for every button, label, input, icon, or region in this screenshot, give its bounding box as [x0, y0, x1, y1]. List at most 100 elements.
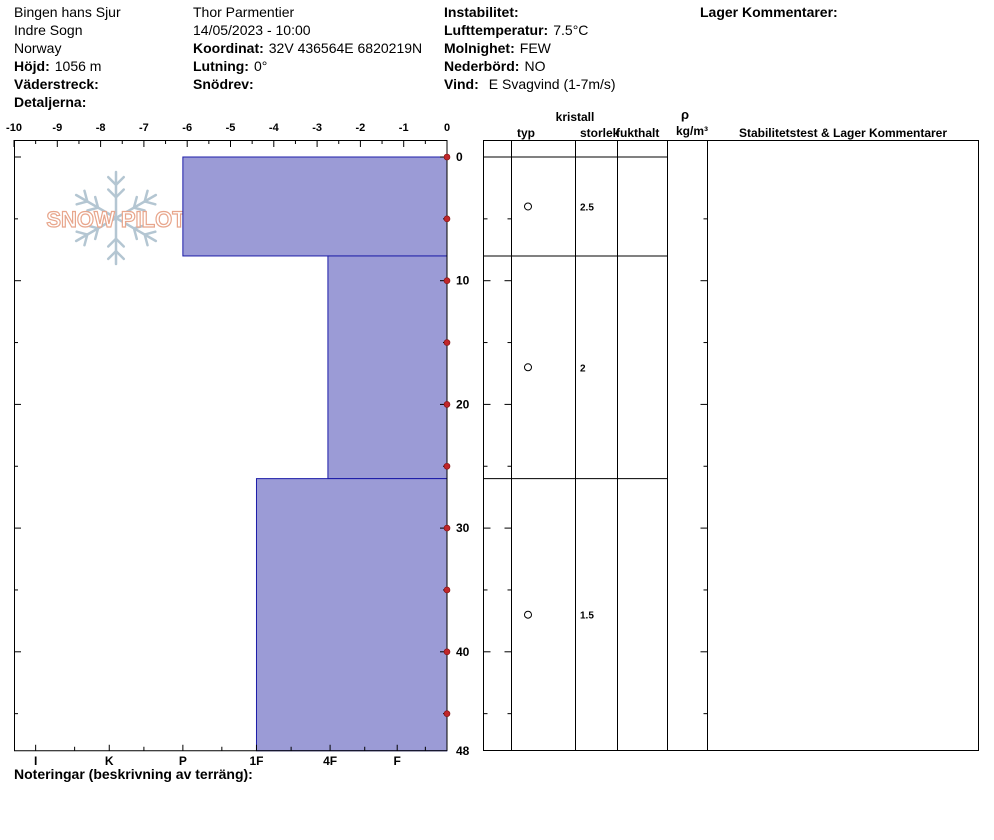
weather-info: Instabilitet: Lufttemperatur: 7.5°C Molni…	[444, 3, 616, 93]
snowflake-branch	[93, 195, 100, 209]
observer-info: Thor Parmentier 14/05/2023 - 10:00 Koord…	[193, 3, 422, 93]
snowflake-branch	[75, 200, 89, 206]
hardness-label: K	[105, 754, 114, 768]
region-name: Indre Sogn	[14, 22, 83, 38]
temperature-point	[443, 401, 451, 408]
airtemp-row: Lufttemperatur: 7.5°C	[444, 21, 616, 39]
coordinate-row: Koordinat: 32V 436564E 6820219N	[193, 39, 422, 57]
temperature-point	[443, 277, 451, 285]
temperature-point	[443, 524, 451, 532]
moisture-header: fukthalt	[616, 126, 659, 140]
temperature-tick-label: -1	[399, 122, 409, 134]
type-header: typ	[517, 126, 535, 140]
wind-row: Vind: E Svagvind (1-7m/s)	[444, 75, 616, 93]
snowflake-arm	[74, 193, 118, 220]
layer-table: kristall typ storlek fukthalt ρ kg/m³ St…	[483, 107, 979, 751]
snowflake-branch	[106, 175, 118, 187]
temperature-point	[443, 339, 451, 346]
rho-header: ρ	[681, 107, 689, 122]
grain-size-value: 1.5	[580, 611, 594, 622]
aspect-row: Väderstreck:	[14, 75, 121, 93]
snowflake-branch	[86, 224, 100, 230]
crystal-header: kristall	[556, 110, 595, 124]
snowflake-branch	[114, 249, 126, 261]
layer-comments-header: Lager Kommentarer:	[700, 3, 838, 21]
temperature-axis: -10 -9 -8 -7 -6 -5 -4 -3 -2 -1 0	[6, 122, 450, 147]
hardness-label: I	[34, 754, 37, 768]
temperature-tick-label: -8	[96, 122, 106, 134]
instability-row: Instabilitet:	[444, 3, 616, 21]
sky-row: Molnighet: FEW	[444, 39, 616, 57]
snowflake-arm	[114, 216, 158, 243]
hardness-bars	[182, 156, 448, 752]
elevation-value: 1056 m	[54, 58, 102, 74]
coordinate-value: 32V 436564E 6820219N	[268, 40, 423, 56]
slope-label: Lutning:	[193, 58, 249, 74]
slope-value: 0°	[253, 58, 268, 74]
temperature-tick-label: -4	[269, 122, 280, 134]
temperature-point	[443, 586, 451, 594]
layer-comments-label: Lager Kommentarer:	[700, 4, 838, 20]
depth-label: 48	[456, 744, 470, 758]
snowflake-branch	[106, 237, 118, 248]
temperature-point	[443, 153, 451, 161]
hardness-bar	[327, 255, 448, 480]
instability-label: Instabilitet:	[444, 4, 519, 20]
precip-row: Nederbörd: NO	[444, 57, 616, 75]
hardness-axis: I K P 1F 4F F	[14, 744, 447, 768]
density-unit-header: kg/m³	[676, 124, 708, 138]
airtemp-label: Lufttemperatur:	[444, 22, 549, 38]
snowflake-branch	[83, 189, 89, 203]
sky-value: FEW	[519, 40, 551, 56]
elevation-row: Höjd: 1056 m	[14, 57, 121, 75]
drift-row: Snödrev:	[193, 75, 422, 93]
depth-label: 0	[456, 150, 463, 164]
snowflake-branch	[132, 206, 146, 212]
snowflake-branch	[114, 237, 126, 248]
temperature-tick-label: -7	[139, 122, 149, 134]
snowflake-branch	[143, 189, 149, 203]
airtemp-value: 7.5°C	[553, 22, 589, 38]
country-name: Norway	[14, 40, 62, 56]
snowflake-arm	[74, 216, 118, 243]
snowpilot-logo: SNOW PILOT	[46, 170, 187, 266]
snowflake-branch	[114, 175, 126, 187]
temperature-tick-label: -5	[226, 122, 236, 134]
hardness-bar	[182, 156, 448, 257]
hardness-label: 1F	[249, 754, 263, 768]
grain-form-symbol	[524, 610, 532, 619]
temperature-point	[443, 215, 451, 223]
snowflake-branch	[93, 227, 100, 241]
temperature-tick-label: -3	[312, 122, 322, 134]
depth-label: 30	[456, 521, 470, 535]
details-label: Detaljerna:	[14, 94, 87, 110]
drift-label: Snödrev:	[193, 76, 254, 92]
coordinate-label: Koordinat:	[193, 40, 264, 56]
snowflake-branch	[106, 249, 118, 261]
slope-row: Lutning: 0°	[193, 57, 422, 75]
snowflake-branch	[132, 195, 139, 209]
hardness-bar	[255, 478, 448, 752]
terrain-notes-label: Noteringar (beskrivning av terräng):	[14, 766, 253, 782]
sky-label: Molnighet:	[444, 40, 515, 56]
wind-label: Vind:	[444, 76, 479, 92]
snowflake-arm	[114, 193, 158, 220]
snowflake-branch	[143, 200, 157, 206]
stability-header: Stabilitetstest & Lager Kommentarer	[739, 126, 947, 140]
hardness-label: P	[179, 754, 187, 768]
grain-size-value: 2.5	[580, 202, 594, 213]
site-info: Bingen hans Sjur Indre Sogn Norway Höjd:…	[14, 3, 121, 111]
snowflake-branch	[143, 233, 149, 247]
precip-value: NO	[524, 58, 546, 74]
depth-label: 40	[456, 645, 470, 659]
logo-text: SNOW PILOT	[46, 207, 186, 232]
observer-name: Thor Parmentier	[193, 4, 295, 20]
temperature-tick-label: 0	[444, 122, 450, 134]
snowflake-branch	[132, 224, 146, 230]
snowflake-branch	[106, 188, 118, 199]
depth-label: 10	[456, 274, 470, 288]
hardness-label: F	[394, 754, 401, 768]
aspect-label: Väderstreck:	[14, 76, 99, 92]
snowflake-branch	[143, 230, 157, 236]
